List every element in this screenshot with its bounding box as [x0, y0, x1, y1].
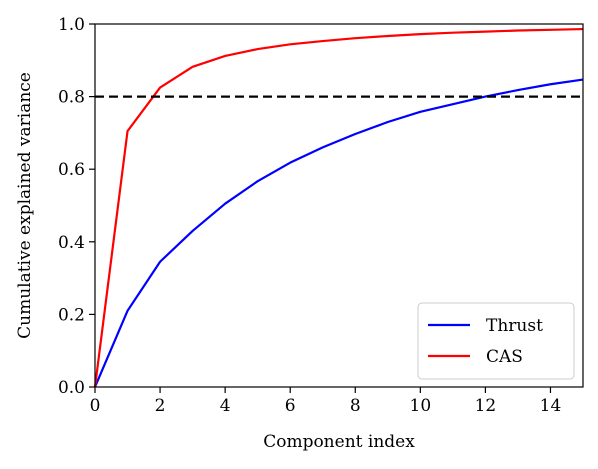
- x-tick-label: 8: [350, 396, 361, 416]
- y-tick-label: 0.4: [58, 233, 85, 253]
- x-axis-label: Component index: [263, 432, 415, 452]
- x-tick-label: 14: [540, 396, 562, 416]
- series-layer: [93, 27, 584, 388]
- legend: Thrust CAS: [417, 302, 575, 380]
- series-line-cas: [93, 27, 584, 388]
- x-tick-label: 12: [475, 396, 497, 416]
- legend-label-thrust: Thrust: [486, 316, 543, 336]
- y-axis-ticks: 0.0 0.2 0.4 0.6 0.8 1.0: [58, 15, 95, 398]
- y-tick-label: 0.6: [58, 160, 85, 180]
- plot-frame: [94, 23, 584, 388]
- x-tick-label: 4: [220, 396, 231, 416]
- legend-label-cas: CAS: [486, 347, 523, 367]
- y-tick-label: 0.8: [58, 88, 85, 108]
- legend-box: [417, 302, 575, 380]
- y-tick-label: 0.0: [58, 378, 85, 398]
- y-tick-label: 1.0: [58, 15, 85, 35]
- y-axis-label: Cumulative explained variance: [15, 72, 35, 339]
- x-tick-label: 10: [410, 396, 432, 416]
- x-tick-label: 6: [285, 396, 296, 416]
- x-tick-label: 2: [155, 396, 166, 416]
- x-tick-label: 0: [90, 396, 101, 416]
- series-line-thrust: [93, 78, 584, 388]
- x-axis-ticks: 0 2 4 6 8 10 12 14: [90, 387, 562, 416]
- y-tick-label: 0.2: [58, 305, 85, 325]
